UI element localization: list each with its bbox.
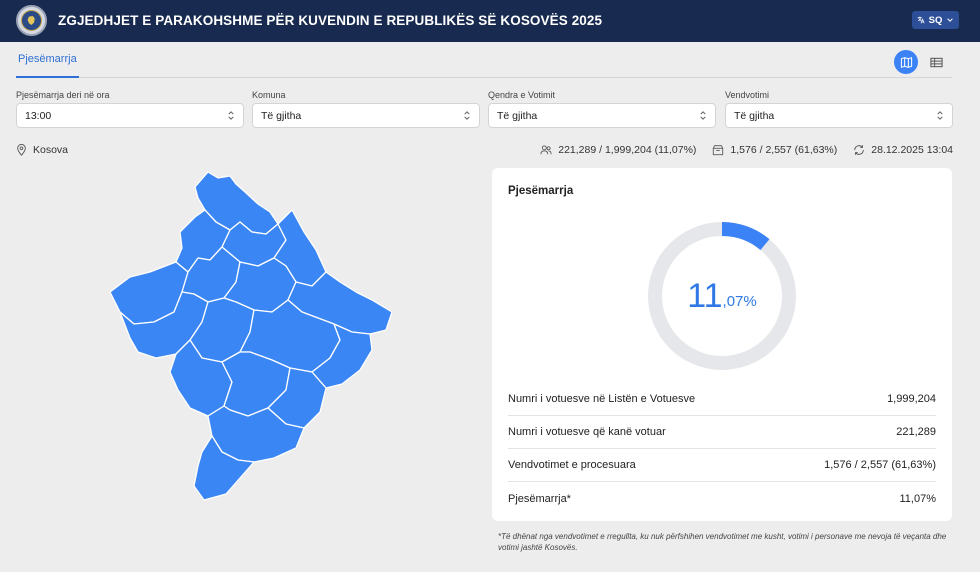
turnout-card: Pjesëmarrja 11,07% Numri i votuesve në L… [492,168,952,521]
donut-value: 11,07% [645,219,799,373]
map-icon [900,56,912,68]
users-icon [540,145,552,155]
voters-stat-value: 221,289 / 1,999,204 (11,07%) [558,144,697,156]
location-pin-icon [17,144,26,156]
app-title: ZGJEDHJET E PARAKOHSHME PËR KUVENDIN E R… [58,13,603,28]
donut-progress-arc [648,222,796,370]
stat-row-processed: Vendvotimet e procesuara 1,576 / 2,557 (… [508,449,936,482]
language-label: SQ [928,14,943,26]
map-emblem-icon [27,15,35,26]
stations-stat: 1,576 / 2,557 (61,63%) [712,144,837,156]
row-value: 1,999,204 [887,393,936,405]
updated-stat: 28.12.2025 13:04 [853,144,953,156]
updated-stat-value: 28.12.2025 13:04 [871,144,953,156]
filter-municipality-label: Komuna [252,90,286,100]
donut-percent-int: 11 [687,276,723,315]
turnout-donut: 11,07% [645,219,799,373]
filter-polling-station: Vendvotimi Të gjitha [725,90,953,128]
stat-row-voted: Numri i votuesve që kanë votuar 221,289 [508,416,936,449]
row-value: 221,289 [896,426,936,438]
card-title: Pjesëmarrja [508,185,574,197]
row-label: Numri i votuesve që kanë votuar [508,426,666,438]
filter-municipality-value: Të gjitha [261,109,302,122]
voters-stat: 221,289 / 1,999,204 (11,07%) [540,144,696,156]
filter-municipality-select[interactable]: Të gjitha [252,103,480,128]
table-view-button[interactable] [924,50,948,74]
map-region-far-east [311,323,373,389]
up-down-chevron-icon [700,111,706,120]
stat-row-turnout: Pjesëmarrja* 11,07% [508,482,936,515]
cec-seal-logo[interactable] [16,5,47,36]
filter-polling-station-value: Të gjitha [734,109,775,122]
row-value: 11,07% [899,492,937,505]
table-icon [929,57,943,67]
row-label: Vendvotimet e procesuara [508,459,636,471]
stats-list: Numri i votuesve në Listën e Votuesve 1,… [508,383,936,515]
ballot-box-icon [713,145,724,156]
filter-polling-center-value: Të gjitha [497,109,538,122]
map-view-button[interactable] [894,50,918,74]
logo-emblem [21,10,42,31]
stat-row-registered: Numri i votuesve në Listën e Votuesve 1,… [508,383,936,416]
refresh-icon [854,145,865,155]
footnote: *Të dhënat nga vendvotimet e rregullta, … [498,532,947,552]
kosovo-municipality-map[interactable] [90,162,400,507]
row-value: 1,576 / 2,557 (61,63%) [824,459,936,471]
filter-municipality: Komuna Të gjitha [252,90,480,128]
map-svg [109,171,393,501]
app-header: ZGJEDHJET E PARAKOHSHME PËR KUVENDIN E R… [0,0,980,42]
up-down-chevron-icon [228,111,234,120]
tab-pjesemarrja[interactable]: Pjesëmarrja [16,42,79,78]
up-down-chevron-icon [464,111,470,120]
stations-stat-value: 1,576 / 2,557 (61,63%) [730,144,838,156]
up-down-chevron-icon [937,111,943,120]
chevron-down-icon [947,18,954,22]
filter-polling-center-select[interactable]: Të gjitha [488,103,716,128]
location-label: Kosova [33,144,69,156]
filter-time-select[interactable]: 13:00 [16,103,244,128]
filter-time-value: 13:00 [25,109,52,122]
filter-time-label: Pjesëmarrja deri në ora [16,90,110,100]
filter-polling-station-select[interactable]: Të gjitha [725,103,953,128]
translate-icon [917,16,925,24]
donut-percent-dec: ,07% [722,292,757,310]
row-label: Pjesëmarrja* [508,492,571,505]
map-region-southern-tip [193,435,255,501]
filter-polling-center-label: Qendra e Votimit [488,90,556,100]
filter-polling-center: Qendra e Votimit Të gjitha [488,90,716,128]
filter-polling-station-label: Vendvotimi [725,90,770,100]
row-label: Numri i votuesve në Listën e Votuesve [508,393,696,405]
stats-bar: 221,289 / 1,999,204 (11,07%) 1,576 / 2,5… [540,144,953,156]
filter-time: Pjesëmarrja deri në ora 13:00 [16,90,244,128]
location-breadcrumb: Kosova [16,144,68,156]
tabs-row: Pjesëmarrja [16,42,952,78]
donut-svg [648,222,796,370]
language-selector[interactable]: SQ [912,11,959,29]
